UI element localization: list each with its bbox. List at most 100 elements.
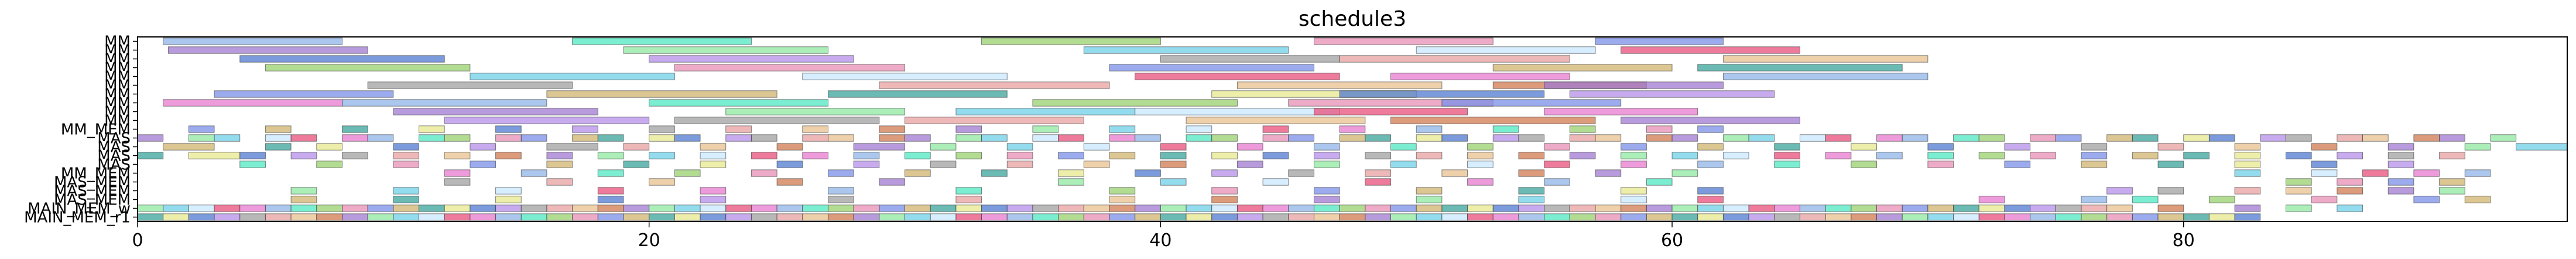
gantt-bar bbox=[2157, 187, 2184, 195]
gantt-bar bbox=[2157, 161, 2184, 168]
gantt-bar bbox=[1441, 99, 1622, 107]
gantt-bar bbox=[290, 152, 317, 159]
gantt-bar bbox=[1160, 178, 1187, 186]
gantt-bar bbox=[674, 64, 906, 71]
gantt-bar bbox=[597, 152, 624, 159]
gantt-bar bbox=[1416, 125, 1443, 133]
gantt-bar bbox=[1006, 143, 1033, 151]
gantt-bar bbox=[700, 187, 727, 195]
gantt-bar bbox=[1313, 108, 1468, 115]
gantt-bar bbox=[2285, 152, 2312, 159]
gantt-bar bbox=[265, 134, 292, 142]
gantt-bar bbox=[2285, 178, 2312, 186]
gantt-bar bbox=[1339, 205, 1366, 212]
gantt-bar bbox=[1492, 213, 1519, 221]
gantt-bar bbox=[546, 178, 573, 186]
gantt-bar bbox=[290, 187, 317, 195]
gantt-bar bbox=[2208, 196, 2235, 203]
gantt-bar bbox=[1135, 108, 1340, 115]
gantt-bar bbox=[853, 143, 906, 151]
gantt-bar bbox=[700, 152, 727, 159]
gantt-bar bbox=[1416, 205, 1443, 212]
gantt-bar bbox=[1032, 134, 1059, 142]
y-tick-label: MM_MEM bbox=[61, 165, 131, 183]
gantt-bar bbox=[2183, 152, 2210, 159]
gantt-bar bbox=[341, 152, 368, 159]
gantt-bar bbox=[1748, 134, 1775, 142]
y-tick-label: MAS_MEM bbox=[54, 174, 131, 192]
gantt-bar bbox=[495, 125, 522, 133]
gantt-bar bbox=[700, 143, 727, 151]
gantt-bar bbox=[1518, 152, 1545, 159]
gantt-bar bbox=[1722, 213, 1749, 221]
gantt-bar bbox=[163, 213, 189, 221]
gantt-bar bbox=[1621, 46, 1800, 54]
gantt-bar bbox=[597, 196, 624, 203]
y-tick-label: MM_MEM bbox=[61, 121, 131, 139]
gantt-bar bbox=[546, 205, 573, 212]
gantt-bar bbox=[239, 152, 266, 159]
gantt-bar bbox=[1851, 143, 1878, 151]
gantt-bar bbox=[1671, 205, 1698, 212]
gantt-bar bbox=[495, 152, 522, 159]
y-tick-label: MM bbox=[104, 51, 131, 69]
gantt-bar bbox=[1774, 205, 1800, 212]
gantt-bar bbox=[1262, 205, 1289, 212]
gantt-bar bbox=[1722, 55, 1928, 63]
gantt-bar bbox=[955, 134, 982, 142]
gantt-bar bbox=[2132, 152, 2159, 159]
gantt-bar bbox=[1569, 134, 1596, 142]
gantt-bar bbox=[419, 134, 445, 142]
gantt-bar bbox=[1211, 213, 1238, 221]
gantt-bar bbox=[981, 205, 1008, 212]
gantt-bar bbox=[341, 213, 368, 221]
gantt-bar bbox=[2055, 205, 2082, 212]
gantt-bar bbox=[649, 55, 854, 63]
gantt-bar bbox=[802, 213, 828, 221]
gantt-bar bbox=[674, 134, 701, 142]
gantt-bar bbox=[1160, 55, 1340, 63]
gantt-bar bbox=[802, 152, 828, 159]
gantt-bar bbox=[1135, 73, 1340, 80]
gantt-bar bbox=[393, 161, 420, 168]
gantt-bar bbox=[776, 205, 803, 212]
gantt-bar bbox=[1135, 169, 1161, 177]
gantt-bar bbox=[1467, 143, 1493, 151]
gantt-bar bbox=[1544, 108, 1698, 115]
gantt-bar bbox=[623, 143, 650, 151]
gantt-bar bbox=[879, 178, 906, 186]
gantt-bar bbox=[1390, 161, 1417, 168]
gantt-bar bbox=[1186, 125, 1212, 133]
gantt-bar bbox=[2132, 196, 2159, 203]
gantt-bar bbox=[623, 161, 650, 168]
gantt-bar bbox=[1109, 152, 1136, 159]
gantt-bar bbox=[1416, 46, 1596, 54]
gantt-bar bbox=[1799, 134, 1826, 142]
gantt-bar bbox=[1722, 134, 1749, 142]
gantt-bar bbox=[2311, 143, 2338, 151]
gantt-bar bbox=[572, 205, 598, 212]
y-tick-label: MM bbox=[104, 77, 131, 95]
gantt-bar bbox=[1876, 213, 1903, 221]
gantt-bar bbox=[1978, 213, 2005, 221]
y-tick-label: MAS bbox=[97, 130, 131, 148]
gantt-bar bbox=[163, 99, 342, 107]
gantt-bar bbox=[1851, 213, 1878, 221]
gantt-bar bbox=[1697, 205, 1724, 212]
gantt-bar bbox=[265, 205, 292, 212]
gantt-bar bbox=[1109, 64, 1314, 71]
gantt-bar bbox=[2464, 143, 2491, 151]
y-tick-label: MM bbox=[104, 60, 131, 77]
gantt-bar bbox=[1211, 187, 1238, 195]
gantt-bar bbox=[2106, 187, 2133, 195]
gantt-bar bbox=[2285, 134, 2312, 142]
gantt-bar bbox=[546, 90, 777, 98]
gantt-bar bbox=[1927, 205, 1954, 212]
gantt-bar bbox=[1646, 213, 1673, 221]
gantt-bar bbox=[2234, 213, 2261, 221]
gantt-bar bbox=[879, 134, 906, 142]
gantt-bar bbox=[1621, 205, 1647, 212]
gantt-bar bbox=[1518, 196, 1545, 203]
gantt-bar bbox=[1722, 73, 1928, 80]
